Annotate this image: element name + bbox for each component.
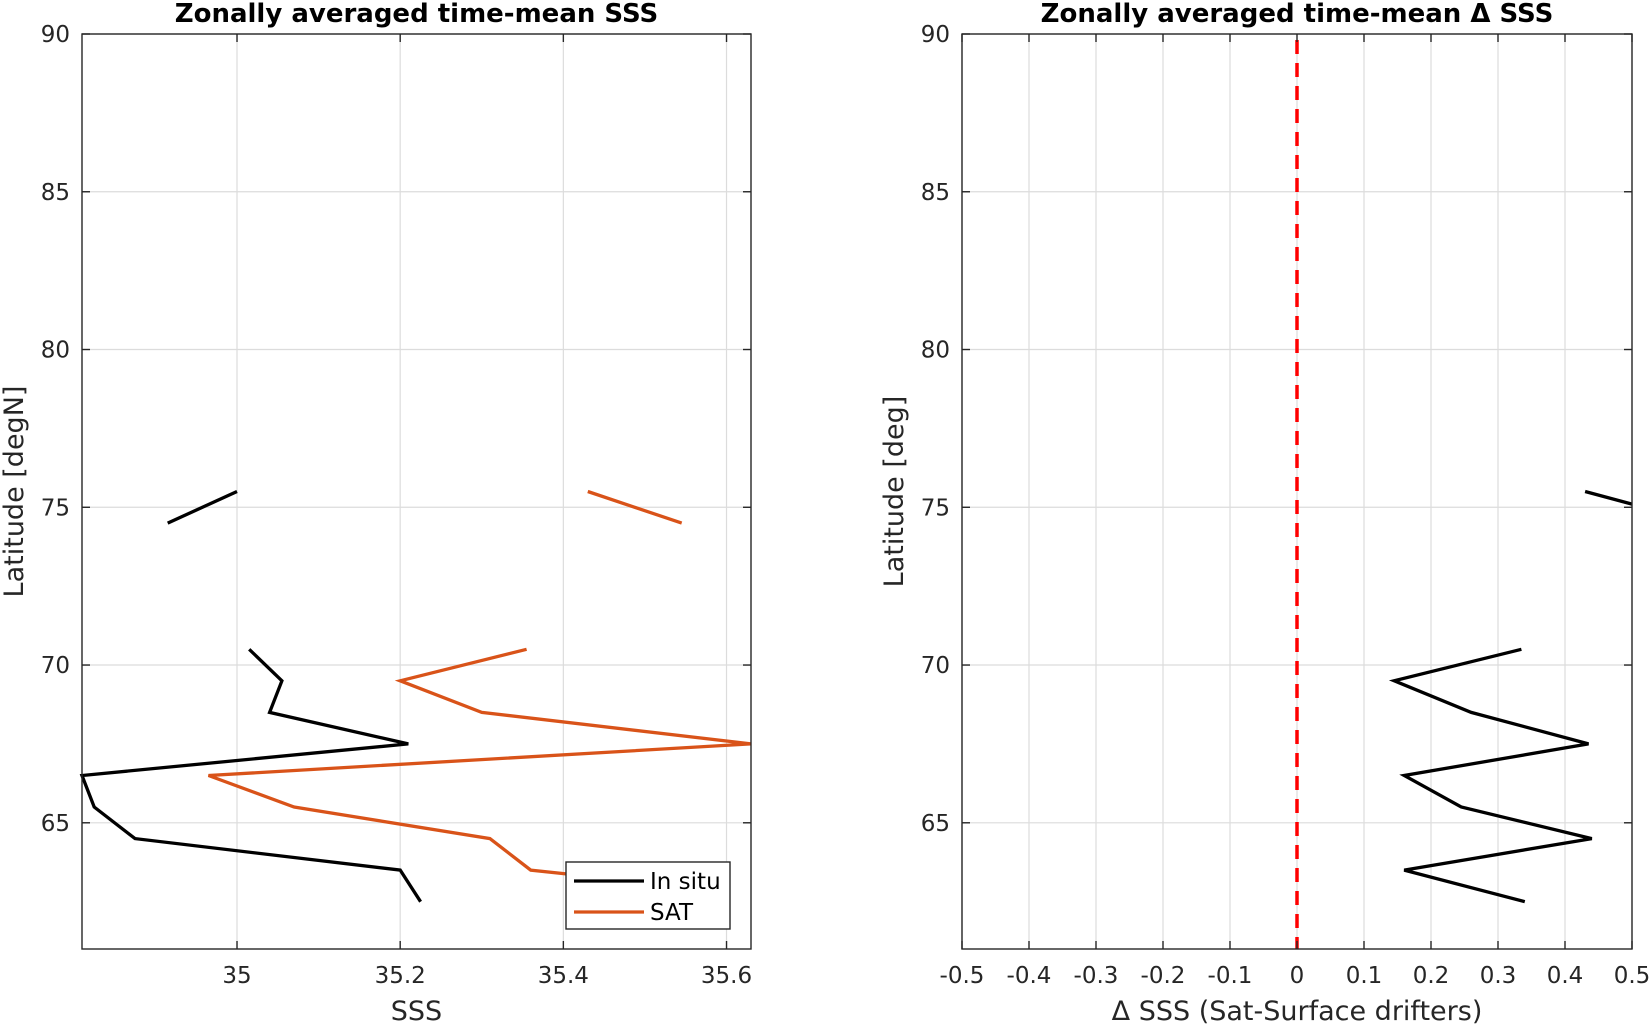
chart-0-ytick-label-2: 75 <box>41 495 70 521</box>
chart-1-xtick-label-4: -0.1 <box>1208 963 1253 989</box>
chart-1-xtick-label-8: 0.3 <box>1480 963 1517 989</box>
chart-1-ytick-label-2: 75 <box>921 495 950 521</box>
chart-0-legend-label-1: SAT <box>650 900 694 926</box>
chart-0-xtick-label-3: 35.6 <box>701 963 752 989</box>
chart-1-xtick-label-3: -0.2 <box>1141 963 1186 989</box>
chart-0-series-1-segment-0 <box>587 489 683 525</box>
chart-1-xtick-label-6: 0.1 <box>1346 963 1383 989</box>
chart-1-series-0-segment-1 <box>1388 647 1593 904</box>
chart-1-ytick-label-5: 90 <box>921 22 950 48</box>
chart-0-series-1-segment-1 <box>207 647 752 882</box>
chart-1-xtick-label-10: 0.5 <box>1614 963 1651 989</box>
chart-0-ytick-label-5: 90 <box>41 22 70 48</box>
chart-0-ytick-label-1: 70 <box>41 653 70 679</box>
delta-sss-panel: -0.5 -0.4 -0.3 -0.2 -0.1 0 0.1 0.2 0.3 0.4 0.5 65 70… <box>879 0 1650 1026</box>
chart-1-ylabel: Latitude [deg] <box>879 396 910 588</box>
chart-0-ytick-label-3: 80 <box>41 338 70 364</box>
chart-0-legend: In situ SAT <box>565 861 731 930</box>
chart-0-axes-frame <box>81 33 752 950</box>
chart-0-ytick-label-0: 65 <box>41 811 70 837</box>
chart-1-ytick-label-1: 70 <box>921 653 950 679</box>
chart-1-series-0-segment-0 <box>1584 489 1633 506</box>
chart-1-xtick-label-2: -0.3 <box>1074 963 1119 989</box>
chart-1-ytick-label-3: 80 <box>921 338 950 364</box>
chart-1-ytick-label-0: 65 <box>921 811 950 837</box>
chart-1-xtick-label-1: -0.4 <box>1007 963 1052 989</box>
chart-0-ylabel: Latitude [degN] <box>0 386 30 598</box>
chart-0-xtick-label-0: 35 <box>222 963 251 989</box>
chart-0-xlabel: SSS <box>391 996 442 1026</box>
chart-1-xtick-label-5: 0 <box>1290 963 1305 989</box>
chart-0-ytick-label-4: 85 <box>41 180 70 206</box>
chart-0-series-0-segment-1 <box>79 648 422 903</box>
chart-1-xtick-label-7: 0.2 <box>1413 963 1450 989</box>
chart-1-xtick-label-0: -0.5 <box>940 963 985 989</box>
chart-0-xtick-label-2: 35.4 <box>538 963 589 989</box>
chart-1-ytick-label-4: 85 <box>921 180 950 206</box>
chart-1-xtick-label-9: 0.4 <box>1547 963 1584 989</box>
chart-1-title: Zonally averaged time-mean Δ SSS <box>1041 0 1554 29</box>
chart-0-legend-label-0: In situ <box>650 869 721 895</box>
chart-0-xtick-label-1: 35.2 <box>375 963 426 989</box>
chart-0-series-0-segment-0 <box>167 489 238 525</box>
chart-1-xlabel: Δ SSS (Sat-Surface drifters) <box>1112 996 1483 1026</box>
chart-0-legend-box <box>565 861 731 930</box>
chart-0-title: Zonally averaged time-mean SSS <box>175 0 659 29</box>
sss-panel: 35 35.2 35.4 35.6 65 70 75 80 85 90 Zonally averag… <box>0 0 752 1026</box>
